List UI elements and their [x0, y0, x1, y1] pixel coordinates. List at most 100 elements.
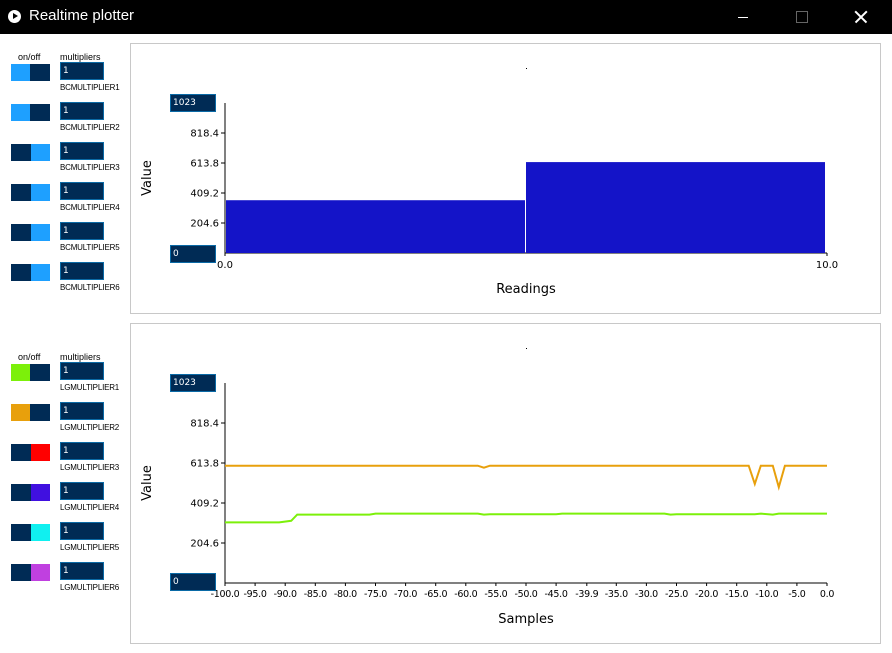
line-multipliers-header: multipliers	[60, 352, 101, 362]
line-toggle-3[interactable]	[11, 444, 50, 461]
line-toggle-1[interactable]	[11, 364, 50, 381]
x-tick-label: -50.0	[514, 589, 537, 600]
x-axis-label: Readings	[496, 282, 556, 297]
series-line-1	[225, 464, 827, 491]
x-tick-label: -35.0	[605, 589, 628, 600]
bar-toggle-5[interactable]	[11, 224, 50, 241]
x-tick-label: -100.0	[211, 589, 240, 600]
bar-multiplier-label-2: BCMULTIPLIER2	[60, 123, 120, 132]
minimize-button[interactable]	[720, 0, 766, 34]
y-axis-label: Value	[140, 160, 155, 196]
bar-toggle-1[interactable]	[11, 64, 50, 81]
bar-range-max-input[interactable]: 1023	[170, 94, 216, 112]
x-tick-label: -85.0	[304, 589, 327, 600]
app-play-icon	[8, 10, 21, 23]
x-tick-label: -15.0	[725, 589, 748, 600]
line-multiplier-label-5: LGMULTIPLIER5	[60, 543, 120, 552]
line-multiplier-input-2[interactable]: 1	[60, 402, 104, 420]
bar-multiplier-label-5: BCMULTIPLIER5	[60, 243, 120, 252]
line-onoff-header: on/off	[18, 352, 41, 362]
x-tick-label: -45.0	[545, 589, 568, 600]
x-tick-label: -55.0	[484, 589, 507, 600]
bar-toggle-3[interactable]	[11, 144, 50, 161]
line-multiplier-label-2: LGMULTIPLIER2	[60, 423, 120, 432]
x-tick-label: -60.0	[454, 589, 477, 600]
x-tick-label: -65.0	[424, 589, 447, 600]
bar-toggle-knob	[11, 64, 30, 81]
title-bar: Realtime plotter	[0, 0, 892, 34]
bar-multiplier-input-6[interactable]: 1	[60, 262, 104, 280]
bar-multiplier-label-6: BCMULTIPLIER6	[60, 283, 120, 292]
bar-toggle-knob	[31, 184, 50, 201]
line-range-max-input[interactable]: 1023	[170, 374, 216, 392]
window-title: Realtime plotter	[29, 7, 135, 24]
bar-multiplier-input-1[interactable]: 1	[60, 62, 104, 80]
line-toggle-knob	[31, 444, 50, 461]
chart-title-marker	[526, 348, 527, 349]
bar-multipliers-header: multipliers	[60, 52, 101, 62]
bar-multiplier-input-3[interactable]: 1	[60, 142, 104, 160]
x-tick-label: -90.0	[274, 589, 297, 600]
bar-toggle-knob	[31, 144, 50, 161]
line-toggle-knob	[11, 404, 30, 421]
bar-onoff-header: on/off	[18, 52, 41, 62]
y-tick-label: 818.4	[190, 419, 219, 430]
bar-multiplier-input-2[interactable]: 1	[60, 102, 104, 120]
bar	[526, 162, 825, 253]
line-chart-panel: 204.6 409.2 613.8 818.4 Samples Value -100.0 -9…	[130, 323, 881, 644]
bar-chart-panel: 204.6 409.2 613.8 818.4 Readings Value 0.0 10.0…	[130, 43, 881, 314]
line-multiplier-input-3[interactable]: 1	[60, 442, 104, 460]
line-toggle-6[interactable]	[11, 564, 50, 581]
bar-multiplier-label-3: BCMULTIPLIER3	[60, 163, 120, 172]
line-toggle-knob	[31, 484, 50, 501]
x-tick-label: 0.0	[820, 589, 834, 600]
bar-multiplier-label-4: BCMULTIPLIER4	[60, 203, 120, 212]
x-tick-label: -95.0	[244, 589, 267, 600]
y-tick-label: 613.8	[190, 159, 219, 170]
line-multiplier-label-6: LGMULTIPLIER6	[60, 583, 120, 592]
y-tick-label: 818.4	[190, 129, 219, 140]
bar-range-min-input[interactable]: 0	[170, 245, 216, 263]
close-button[interactable]	[838, 0, 884, 34]
bar-multiplier-label-1: BCMULTIPLIER1	[60, 83, 120, 92]
bar-toggle-4[interactable]	[11, 184, 50, 201]
x-axis-label: Samples	[498, 612, 554, 627]
x-tick-label: -39.9	[575, 589, 598, 600]
bar-chart: 204.6 409.2 613.8 818.4 Readings Value 0.0 10.0	[140, 103, 838, 297]
series-line-2	[225, 512, 827, 524]
line-toggle-knob	[31, 564, 50, 581]
chart-title-marker	[526, 68, 527, 69]
bar-toggle-knob	[11, 104, 30, 121]
line-multiplier-input-4[interactable]: 1	[60, 482, 104, 500]
bar-toggle-2[interactable]	[11, 104, 50, 121]
bar-multiplier-input-5[interactable]: 1	[60, 222, 104, 240]
maximize-button[interactable]	[778, 0, 824, 34]
y-tick-label: 613.8	[190, 459, 219, 470]
bar-multiplier-input-4[interactable]: 1	[60, 182, 104, 200]
x-tick-label: -5.0	[788, 589, 806, 600]
bar	[226, 200, 525, 253]
x-tick-label: -10.0	[755, 589, 778, 600]
line-toggle-2[interactable]	[11, 404, 50, 421]
y-axis-label: Value	[140, 465, 155, 501]
bar-toggle-knob	[31, 224, 50, 241]
x-tick-label: 10.0	[816, 260, 838, 271]
bar-toggle-6[interactable]	[11, 264, 50, 281]
line-chart: 204.6 409.2 613.8 818.4 Samples Value -100.0 -9…	[140, 383, 835, 627]
y-tick-label: 409.2	[190, 499, 219, 510]
x-tick-label: -70.0	[394, 589, 417, 600]
line-range-min-input[interactable]: 0	[170, 573, 216, 591]
line-toggle-5[interactable]	[11, 524, 50, 541]
x-tick-label: -20.0	[695, 589, 718, 600]
x-tick-label: -25.0	[665, 589, 688, 600]
line-multiplier-input-1[interactable]: 1	[60, 362, 104, 380]
line-toggle-knob	[31, 524, 50, 541]
y-tick-label: 204.6	[190, 539, 219, 550]
line-multiplier-label-4: LGMULTIPLIER4	[60, 503, 120, 512]
bar-toggle-knob	[31, 264, 50, 281]
y-tick-label: 409.2	[190, 189, 219, 200]
line-multiplier-input-6[interactable]: 1	[60, 562, 104, 580]
line-toggle-4[interactable]	[11, 484, 50, 501]
x-tick-label: -30.0	[635, 589, 658, 600]
line-multiplier-input-5[interactable]: 1	[60, 522, 104, 540]
